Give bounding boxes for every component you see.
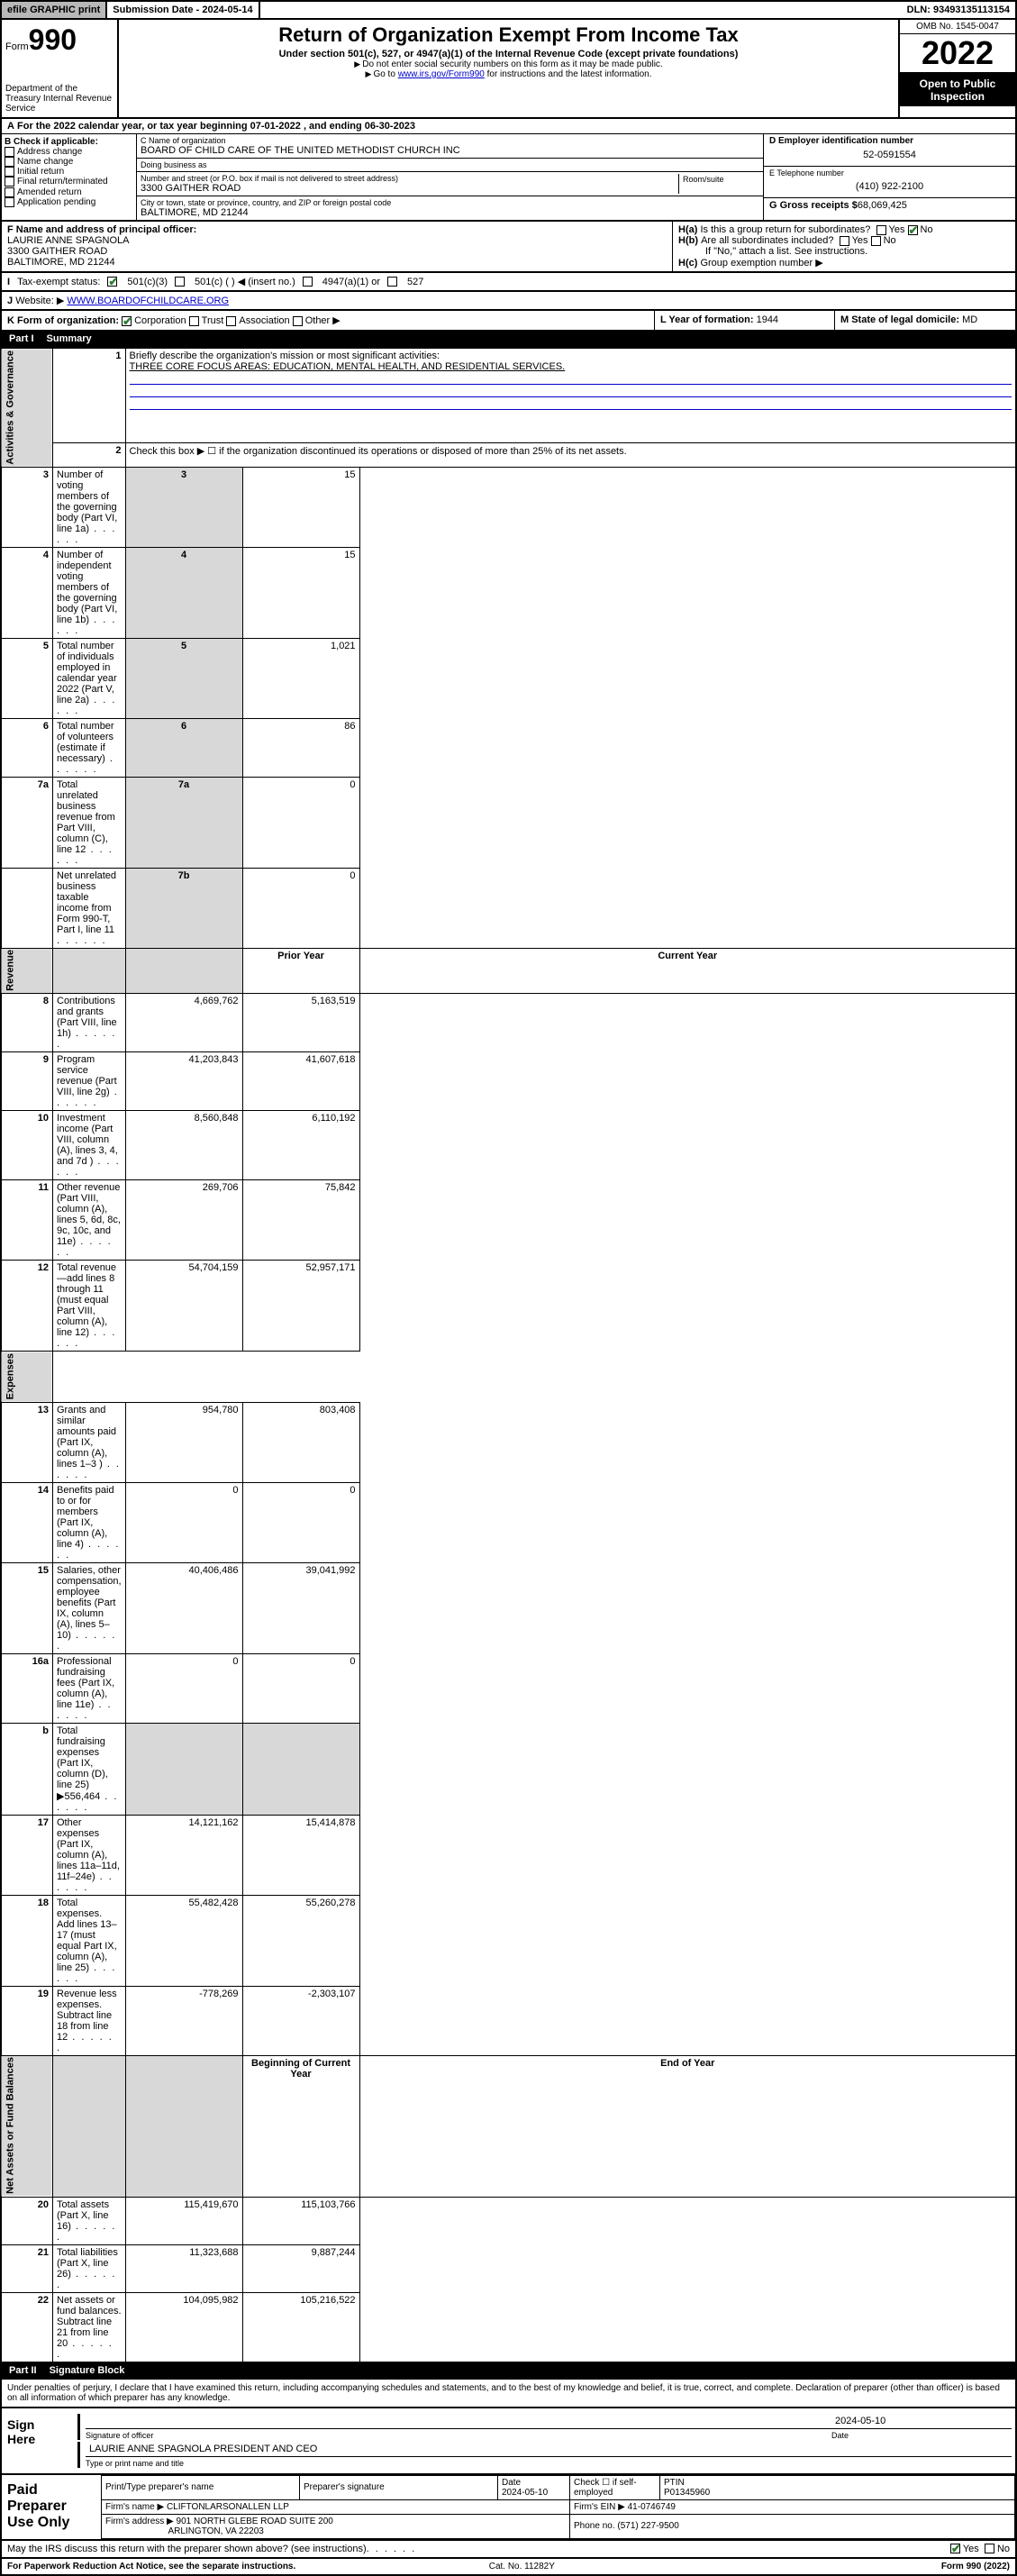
summary-table: Activities & Governance 1 Briefly descri… [0, 348, 1017, 2363]
header-middle: Return of Organization Exempt From Incom… [119, 20, 898, 117]
vtab-netassets: Net Assets or Fund Balances [1, 2055, 53, 2197]
street-block: Number and street (or P.O. box if mail i… [137, 172, 763, 196]
cb-initial[interactable]: Initial return [5, 167, 133, 177]
mission-block: Briefly describe the organization's miss… [125, 349, 1016, 443]
vtab-expenses: Expenses [1, 1352, 53, 1402]
h-questions: H(a) Is this a group return for subordin… [673, 222, 1015, 271]
sign-here-label: Sign Here [2, 2408, 65, 2473]
spacer [260, 7, 902, 13]
irs-link[interactable]: www.irs.gov/Form990 [398, 69, 485, 79]
ein-block: D Employer identification number 52-0591… [764, 134, 1015, 166]
paid-preparer-block: Paid Preparer Use Only Print/Type prepar… [0, 2475, 1017, 2541]
principal-officer: F Name and address of principal officer:… [2, 222, 673, 271]
dba-block: Doing business as [137, 159, 763, 172]
line-a-taxyear: A For the 2022 calendar year, or tax yea… [0, 119, 1017, 134]
website-link[interactable]: WWW.BOARDOFCHILDCARE.ORG [67, 296, 229, 306]
discuss-row: May the IRS discuss this return with the… [0, 2541, 1017, 2559]
vtab-governance: Activities & Governance [1, 349, 53, 468]
line-k: K Form of organization: Corporation Trus… [2, 311, 655, 330]
org-name: BOARD OF CHILD CARE OF THE UNITED METHOD… [141, 145, 759, 156]
part-i-header: Part I Summary [0, 332, 1017, 348]
cb-527[interactable] [387, 277, 397, 287]
line-l: L Year of formation: 1944 [655, 311, 835, 330]
cb-other[interactable] [293, 316, 303, 326]
header-left: Form990 Department of the Treasury Inter… [2, 20, 119, 117]
city: BALTIMORE, MD 21244 [141, 207, 759, 218]
cb-4947[interactable] [303, 277, 313, 287]
cb-amended[interactable]: Amended return [5, 187, 133, 197]
street: 3300 GAITHER ROAD [141, 183, 678, 194]
cb-corp[interactable] [122, 316, 132, 326]
dln: DLN: 93493135113154 [902, 2, 1015, 18]
note-ssn: Do not enter social security numbers on … [126, 59, 891, 69]
line-j-website: J Website: ▶ WWW.BOARDOFCHILDCARE.ORG [0, 292, 1017, 311]
section-fh: F Name and address of principal officer:… [0, 222, 1017, 273]
cb-501c3[interactable] [107, 277, 117, 287]
cb-pending[interactable]: Application pending [5, 197, 133, 207]
cb-name[interactable]: Name change [5, 157, 133, 167]
h-a: H(a) Is this a group return for subordin… [678, 224, 1010, 235]
col-c: C Name of organization BOARD OF CHILD CA… [137, 134, 763, 220]
sign-fields: 2024-05-10 Signature of officerDate LAUR… [65, 2408, 1015, 2473]
ein: 52-0591554 [769, 146, 1010, 164]
phone: (410) 922-2100 [769, 177, 1010, 196]
room-suite: Room/suite [678, 174, 759, 194]
cb-final[interactable]: Final return/terminated [5, 177, 133, 187]
line-i-tax-status: ITax-exempt status: 501(c)(3) 501(c) ( )… [0, 273, 1017, 292]
section-bcdefg: B Check if applicable: Address change Na… [0, 134, 1017, 222]
cb-address[interactable]: Address change [5, 147, 133, 157]
form-number: Form990 [5, 23, 114, 57]
preparer-table: Print/Type preparer's name Preparer's si… [101, 2475, 1015, 2539]
line-klm: K Form of organization: Corporation Trus… [0, 311, 1017, 332]
col-defg: D Employer identification number 52-0591… [763, 134, 1015, 220]
h-b: H(b) Are all subordinates included? Yes … [678, 235, 1010, 246]
phone-block: E Telephone number (410) 922-2100 [764, 166, 1015, 197]
cb-assoc[interactable] [226, 316, 236, 326]
cb-trust[interactable] [189, 316, 199, 326]
tax-year: 2022 [900, 34, 1015, 74]
note-goto: Go to www.irs.gov/Form990 for instructio… [126, 69, 891, 79]
org-name-block: C Name of organization BOARD OF CHILD CA… [137, 134, 763, 159]
perjury-statement: Under penalties of perjury, I declare th… [0, 2380, 1017, 2408]
dept-treasury: Department of the Treasury Internal Reve… [5, 84, 114, 114]
paid-preparer-label: Paid Preparer Use Only [2, 2475, 101, 2539]
city-block: City or town, state or province, country… [137, 196, 763, 220]
submission-date: Submission Date - 2024-05-14 [107, 2, 259, 18]
vtab-revenue: Revenue [1, 948, 53, 994]
part-ii-header: Part II Signature Block [0, 2363, 1017, 2380]
page-footer: For Paperwork Reduction Act Notice, see … [0, 2559, 1017, 2576]
form-title: Return of Organization Exempt From Incom… [126, 23, 891, 47]
h-c: H(c) Group exemption number ▶ [678, 257, 1010, 269]
omb-number: OMB No. 1545-0047 [900, 20, 1015, 34]
gross-receipts: G Gross receipts $68,069,425 [764, 197, 1015, 213]
discuss-no[interactable] [985, 2544, 994, 2553]
discuss-yes[interactable] [950, 2544, 960, 2553]
top-bar: efile GRAPHIC print Submission Date - 20… [0, 0, 1017, 20]
line-m: M State of legal domicile: MD [835, 311, 1015, 330]
efile-label[interactable]: efile GRAPHIC print [2, 2, 107, 18]
header-right: OMB No. 1545-0047 2022 Open to Public In… [898, 20, 1015, 117]
form-header: Form990 Department of the Treasury Inter… [0, 20, 1017, 119]
open-to-public: Open to Public Inspection [900, 74, 1015, 106]
sign-here-block: Sign Here 2024-05-10 Signature of office… [0, 2408, 1017, 2475]
col-b-checkboxes: B Check if applicable: Address change Na… [2, 134, 137, 220]
cb-501c[interactable] [175, 277, 185, 287]
form-subtitle: Under section 501(c), 527, or 4947(a)(1)… [126, 49, 891, 59]
